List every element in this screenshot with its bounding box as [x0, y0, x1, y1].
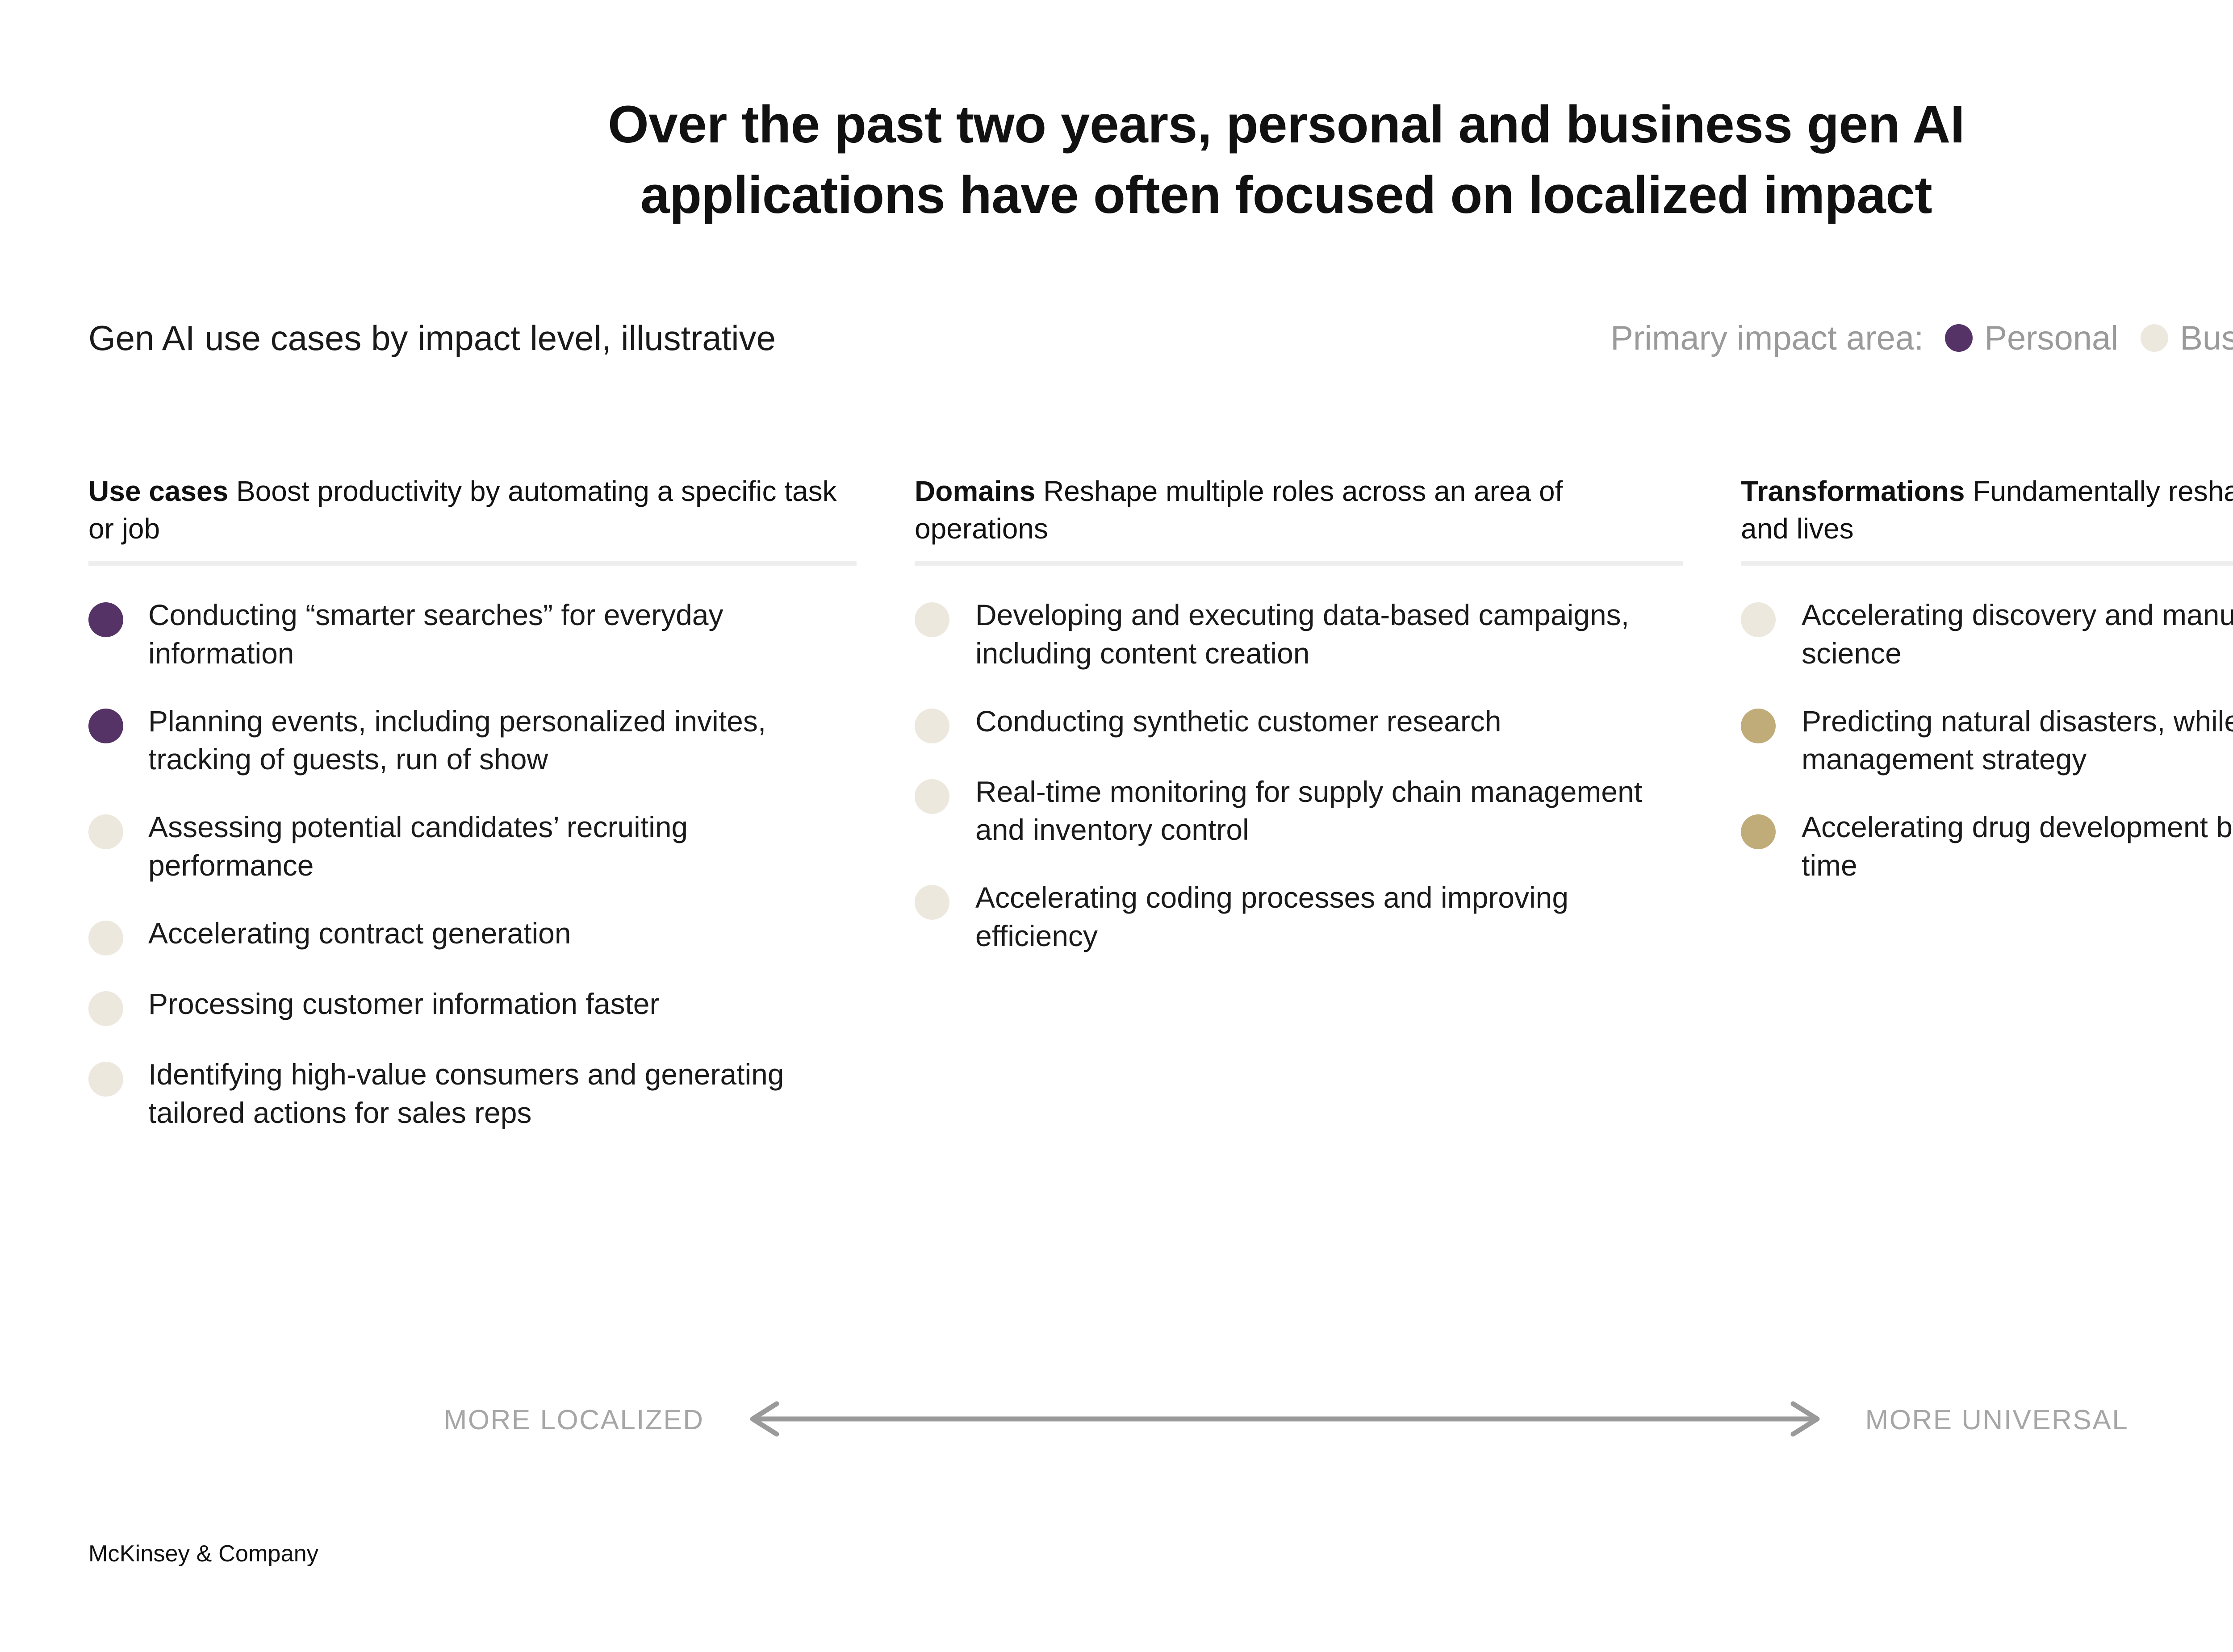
list-item-label: Developing and executing data-based camp… — [975, 598, 1629, 670]
list-item-label: Accelerating drug development by reducin… — [1802, 810, 2233, 882]
list-item[interactable]: Real-time monitoring for supply chain ma… — [915, 773, 1683, 850]
page-title: Over the past two years, personal and bu… — [0, 89, 2233, 230]
list-item[interactable]: Processing customer information faster — [88, 985, 857, 1026]
column-header-bold-domains: Domains — [915, 475, 1036, 507]
impact-dot-business — [915, 885, 949, 920]
impact-dot-business — [915, 708, 949, 743]
footer-brand: McKinsey & Company — [88, 1541, 319, 1567]
list-item-label: Conducting synthetic customer research — [975, 704, 1501, 738]
column-header-transformations: Transformations Fundamentally reshape in… — [1741, 472, 2233, 551]
column-use-cases: Use cases Boost productivity by automati… — [88, 472, 857, 1161]
list-item[interactable]: Conducting synthetic customer research — [915, 702, 1683, 743]
impact-dot-business — [88, 920, 123, 955]
list-item[interactable]: Planning events, including personalized … — [88, 702, 857, 779]
legend-item-personal[interactable]: Personal — [1945, 319, 2118, 358]
legend-dot-business — [2141, 324, 2169, 352]
list-item[interactable]: Developing and executing data-based camp… — [915, 596, 1683, 673]
list-item-label: Processing customer information faster — [148, 987, 660, 1020]
list-item-label: Planning events, including personalized … — [148, 704, 766, 776]
column-header-use-cases: Use cases Boost productivity by automati… — [88, 472, 857, 551]
list-item[interactable]: Accelerating drug development by reducin… — [1741, 808, 2233, 885]
list-item[interactable]: Accelerating discovery and manufacturing… — [1741, 596, 2233, 673]
legend-label-personal: Personal — [1984, 319, 2119, 357]
list-item[interactable]: Identifying high-value consumers and gen… — [88, 1055, 857, 1132]
list-item-label: Accelerating coding processes and improv… — [975, 881, 1569, 952]
column-divider-use-cases — [88, 561, 857, 566]
column-header-bold-use-cases: Use cases — [88, 475, 229, 507]
double-arrow-icon — [736, 1401, 1834, 1439]
legend-item-business[interactable]: Business — [2141, 319, 2233, 358]
spectrum-axis: MORE LOCALIZED MORE UNIVERSAL — [0, 1393, 2233, 1447]
list-item-label: Assessing potential candidates’ recruiti… — [148, 810, 688, 882]
column-header-rest-use-cases: Boost productivity by automating a speci… — [88, 475, 837, 545]
subtitle-legend-row: Gen AI use cases by impact level, illust… — [88, 318, 2233, 358]
column-header-bold-transformations: Transformations — [1741, 475, 1965, 507]
legend: Primary impact area: Personal Business S… — [1610, 319, 2233, 358]
column-domains: Domains Reshape multiple roles across an… — [915, 472, 1683, 1161]
impact-dot-business — [1741, 602, 1776, 637]
page-title-line-1: Over the past two years, personal and bu… — [607, 95, 1965, 154]
chart-subtitle: Gen AI use cases by impact level, illust… — [88, 318, 776, 358]
impact-dot-business — [915, 602, 949, 637]
list-item[interactable]: Accelerating contract generation — [88, 914, 857, 955]
column-divider-domains — [915, 561, 1683, 566]
list-item[interactable]: Assessing potential candidates’ recruiti… — [88, 808, 857, 885]
list-item-label: Identifying high-value consumers and gen… — [148, 1057, 784, 1129]
list-item-label: Accelerating discovery and manufacturing… — [1802, 598, 2233, 670]
legend-label-business: Business — [2180, 319, 2233, 357]
list-item-label: Predicting natural disasters, while supp… — [1802, 704, 2233, 776]
column-header-domains: Domains Reshape multiple roles across an… — [915, 472, 1683, 551]
column-header-rest-transformations: Fundamentally reshape industries, fields… — [1741, 475, 2233, 545]
impact-dot-business — [88, 1061, 123, 1097]
item-list-transformations: Accelerating discovery and manufacturing… — [1741, 596, 2233, 885]
list-item[interactable]: Accelerating coding processes and improv… — [915, 879, 1683, 955]
impact-dot-business — [88, 814, 123, 850]
impact-dot-personal — [88, 708, 123, 743]
columns-container: Use cases Boost productivity by automati… — [88, 472, 2233, 1161]
column-divider-transformations — [1741, 561, 2233, 566]
impact-dot-business — [915, 779, 949, 814]
legend-dot-personal — [1945, 324, 1973, 352]
legend-title: Primary impact area: — [1610, 319, 1924, 357]
list-item[interactable]: Predicting natural disasters, while supp… — [1741, 702, 2233, 779]
column-transformations: Transformations Fundamentally reshape in… — [1741, 472, 2233, 1161]
spectrum-label-right: MORE UNIVERSAL — [1865, 1404, 2129, 1435]
impact-dot-societal — [1741, 708, 1776, 743]
page-title-line-2: applications have often focused on local… — [640, 166, 1932, 225]
spectrum-label-left: MORE LOCALIZED — [443, 1404, 704, 1435]
impact-dot-societal — [1741, 814, 1776, 850]
impact-dot-personal — [88, 602, 123, 637]
item-list-use-cases: Conducting “smarter searches” for everyd… — [88, 596, 857, 1132]
list-item-label: Accelerating contract generation — [148, 916, 571, 950]
item-list-domains: Developing and executing data-based camp… — [915, 596, 1683, 955]
impact-dot-business — [88, 991, 123, 1026]
column-header-rest-domains: Reshape multiple roles across an area of… — [915, 475, 1563, 545]
list-item-label: Real-time monitoring for supply chain ma… — [975, 775, 1643, 847]
list-item[interactable]: Conducting “smarter searches” for everyd… — [88, 596, 857, 673]
list-item-label: Conducting “smarter searches” for everyd… — [148, 598, 723, 670]
